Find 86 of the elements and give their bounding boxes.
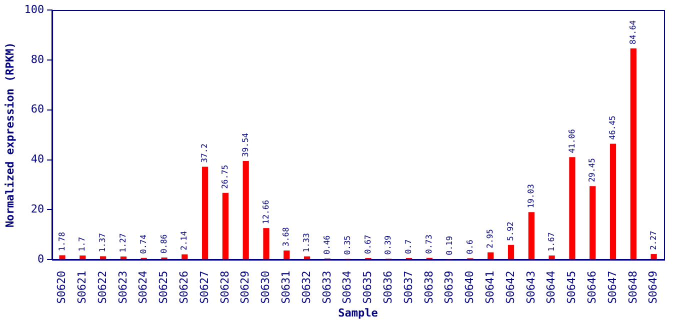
bar	[80, 255, 86, 260]
x-tick-label: S0627	[198, 270, 211, 304]
data-label: 3.68	[282, 227, 291, 246]
x-tick-label: S0629	[238, 270, 252, 304]
x-tick-label: S0638	[422, 270, 436, 304]
data-label: 5.92	[506, 221, 516, 241]
data-label: 37.2	[200, 143, 210, 163]
x-tick-label: S0623	[116, 270, 130, 304]
x-tick-label: S0645	[565, 270, 578, 304]
data-label: 0.39	[384, 235, 393, 255]
x-tick-label: S0640	[463, 270, 476, 304]
x-tick-label: S0637	[402, 270, 415, 304]
data-label: 1.7	[78, 236, 87, 252]
bar	[590, 186, 596, 260]
bar	[222, 192, 229, 260]
bar	[508, 244, 514, 260]
bar	[650, 254, 657, 260]
x-tick-label: S0646	[585, 270, 598, 304]
data-label: 1.37	[98, 232, 108, 252]
x-tick-label: S0643	[524, 270, 538, 304]
bar	[120, 256, 127, 260]
bar	[610, 144, 616, 260]
data-label: 0.46	[322, 235, 332, 255]
bar	[242, 160, 249, 260]
bar	[548, 256, 555, 260]
data-label: 0.35	[342, 235, 352, 255]
x-tick-label: S0634	[340, 270, 354, 304]
data-label: 39.54	[240, 132, 250, 157]
x-tick-label: S0644	[544, 270, 558, 304]
y-tick-label: 0	[37, 252, 44, 266]
x-tick-label: S0635	[361, 270, 374, 304]
x-tick-label: S0642	[504, 270, 517, 304]
bar	[263, 228, 270, 260]
data-label: 0.73	[424, 234, 434, 254]
y-tick-label: 40	[30, 152, 44, 166]
data-label: 46.45	[608, 115, 618, 140]
data-label: 2.27	[648, 230, 658, 250]
data-label: 1.27	[118, 233, 128, 253]
x-tick-label: S0631	[280, 270, 292, 304]
bar	[202, 166, 208, 260]
bar	[59, 255, 66, 260]
data-label: 84.64	[628, 20, 638, 44]
data-label: 2.95	[486, 228, 495, 248]
bar	[569, 157, 576, 260]
data-label: 0.7	[404, 239, 414, 254]
x-tick-label: S0633	[320, 270, 334, 304]
data-label: 0.74	[138, 234, 148, 254]
x-tick-label: S0649	[646, 270, 660, 304]
x-tick-label: S0632	[300, 270, 313, 304]
data-label: 0.6	[465, 240, 474, 254]
y-tick-label: 100	[24, 2, 44, 16]
bar	[528, 212, 534, 260]
x-tick-label: S0621	[76, 270, 89, 304]
bar	[630, 48, 636, 260]
bar	[488, 252, 494, 260]
x-tick-label: S0626	[178, 270, 191, 304]
x-axis-title: Sample	[338, 306, 378, 320]
data-label: 1.67	[546, 232, 556, 252]
x-tick-label: S0624	[136, 270, 150, 304]
data-label: 0.86	[159, 234, 168, 254]
x-tick-label: S0620	[55, 270, 68, 304]
bar	[284, 250, 290, 260]
y-tick-label: 60	[30, 102, 44, 116]
y-tick-label: 20	[30, 202, 44, 216]
data-label: 41.06	[567, 128, 576, 154]
data-label: 2.14	[180, 230, 189, 250]
data-label: 26.75	[220, 164, 230, 189]
y-tick-label: 80	[30, 52, 44, 66]
x-tick-label: S0641	[483, 270, 496, 304]
data-label: 29.45	[588, 158, 597, 182]
x-tick-label: S0647	[606, 270, 619, 304]
data-label: 1.33	[302, 232, 312, 252]
x-tick-label: S0630	[259, 270, 272, 304]
bar	[182, 254, 188, 260]
x-tick-label: S0625	[157, 270, 170, 304]
data-label: 0.67	[363, 234, 372, 254]
data-label: 19.03	[526, 184, 536, 208]
data-label: 12.66	[261, 200, 270, 224]
x-tick-label: S0639	[442, 270, 456, 304]
x-tick-label: S0622	[96, 270, 109, 304]
x-tick-label: S0648	[626, 270, 640, 304]
x-tick-label: S0636	[381, 270, 394, 304]
y-axis-title: Normalized expression (RPKM)	[3, 42, 16, 228]
x-tick-label: S0628	[218, 270, 232, 304]
data-label: 0.19	[444, 236, 454, 256]
data-label: 1.78	[57, 232, 66, 252]
